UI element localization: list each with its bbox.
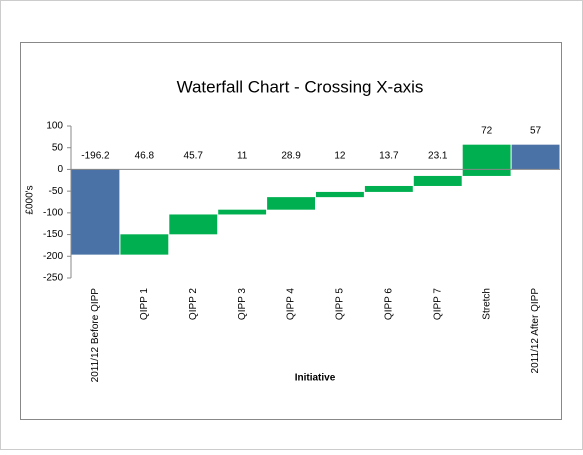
x-tick-label: QIPP 3 — [237, 288, 248, 320]
bar — [316, 191, 364, 198]
y-tick-label: -200 — [43, 251, 63, 262]
y-tick-label: 100 — [46, 121, 63, 132]
bar — [218, 209, 267, 215]
x-tick-label: Stretch — [481, 288, 492, 320]
bar — [364, 185, 413, 192]
x-tick-label: 2011/12 Before QIPP — [90, 288, 101, 383]
y-tick-label: -100 — [43, 207, 63, 218]
y-tick-label: -50 — [49, 186, 64, 197]
y-tick-label: 50 — [52, 142, 64, 153]
bar — [462, 144, 511, 176]
x-tick-label: QIPP 6 — [383, 288, 394, 320]
value-label: 46.8 — [135, 151, 155, 162]
value-label: 28.9 — [281, 151, 301, 162]
x-tick-label: QIPP 1 — [139, 288, 150, 320]
value-label: 57 — [530, 125, 542, 136]
bar — [267, 197, 315, 210]
x-tick-label: 2011/12 After QIPP — [530, 288, 541, 374]
value-label: 11 — [237, 151, 248, 162]
value-label: 23.1 — [428, 151, 448, 162]
chart-title: Waterfall Chart - Crossing X-axis — [177, 77, 424, 96]
value-label: 13.7 — [379, 151, 399, 162]
bar — [169, 214, 218, 235]
x-tick-label: QIPP 4 — [286, 288, 297, 320]
bar — [511, 144, 560, 170]
value-label: 45.7 — [184, 151, 204, 162]
y-tick-label: -150 — [43, 229, 63, 240]
x-tick-label: QIPP 5 — [335, 288, 346, 320]
value-label: 12 — [334, 151, 346, 162]
y-tick-label: -250 — [43, 273, 63, 284]
value-label: 72 — [481, 125, 493, 136]
y-tick-label: 0 — [57, 164, 63, 175]
y-axis-label: £000's — [25, 185, 36, 214]
x-tick-label: QIPP 7 — [432, 288, 443, 320]
bar — [413, 175, 462, 186]
bar — [120, 234, 169, 255]
x-axis-label: Initiative — [295, 373, 336, 384]
bar — [71, 169, 120, 255]
x-tick-label: QIPP 2 — [188, 288, 199, 320]
value-label: -196.2 — [81, 151, 110, 162]
